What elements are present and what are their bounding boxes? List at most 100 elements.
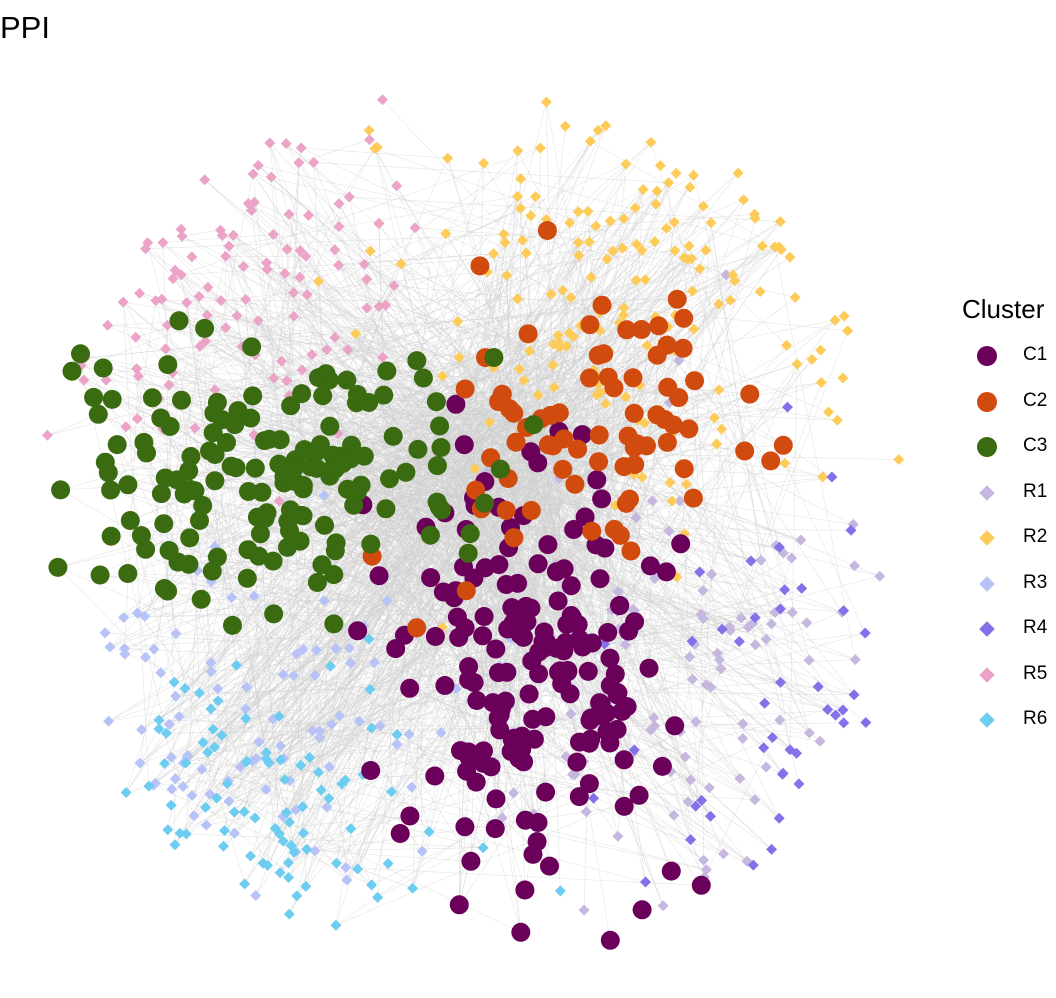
network-edge [338,226,466,397]
network-node-r2 [534,142,546,154]
network-node-c3 [93,358,113,378]
network-node-r5 [261,263,273,275]
network-node-c2 [610,525,630,545]
network-node-r4 [686,635,698,647]
network-node-r5 [373,218,385,229]
network-node-r6 [153,723,165,735]
network-node-r2 [601,253,613,265]
network-node-c3 [225,415,245,435]
network-node-r2 [436,370,448,382]
network-node-r3 [309,669,321,681]
network-edge [255,250,613,356]
network-node-c3 [151,484,171,504]
network-node-c2 [618,426,638,446]
network-node-c1 [587,470,607,490]
network-node-r1 [713,654,725,666]
network-node-r3 [250,890,262,902]
network-node-r5 [193,290,205,302]
network-node-c1 [447,607,467,627]
network-node-c3 [203,423,223,443]
network-node-c1 [560,684,580,704]
network-node-c3 [193,496,213,515]
network-node-r2 [837,372,849,384]
network-node-c3 [408,439,428,459]
network-node-r5 [294,245,306,257]
network-node-r6 [315,784,327,796]
network-node-r2 [565,292,577,303]
network-node-c1 [361,761,381,780]
network-node-r3 [314,725,326,737]
network-node-r2 [452,316,464,327]
network-edge [562,280,735,530]
network-node-c1 [474,607,494,626]
network-node-c3 [181,447,201,466]
network-edge [282,503,485,817]
network-node-r6 [200,801,211,813]
network-node-c2 [773,435,793,455]
network-node-r2 [661,222,672,234]
network-edge [534,738,590,784]
network-node-r6 [153,714,165,726]
network-node-r1 [649,573,661,584]
network-node-r2 [442,152,454,164]
network-edge [290,326,669,846]
network-edge [111,525,506,537]
network-edge [225,256,609,378]
network-edge [178,320,553,433]
network-node-c1 [496,575,516,594]
network-node-r5 [175,223,187,235]
network-edge [258,165,700,269]
legend-marker [979,575,995,592]
network-node-r2 [513,363,525,375]
legend-marker [979,530,995,546]
network-node-r6 [391,729,403,740]
network-node-r2 [515,202,526,214]
network-node-r6 [407,882,419,894]
network-node-c3 [71,344,90,364]
network-node-r5 [200,335,211,347]
network-edge [246,584,507,688]
network-node-c3 [158,355,178,375]
network-node-r1 [690,716,702,728]
network-node-r3 [321,801,333,813]
network-node-c3 [205,445,225,464]
network-node-r2 [670,167,682,179]
network-node-c1 [516,596,536,616]
network-node-r1 [749,794,761,806]
legend-key-diamond [979,666,995,683]
network-edge [325,373,511,411]
network-node-c3 [90,565,110,585]
network-edge [225,256,447,550]
network-node-r6 [257,857,269,869]
network-edge [526,467,844,711]
network-edge [153,173,254,650]
network-edge [266,523,409,753]
network-node-r2 [600,120,612,132]
network-edge [422,513,681,545]
network-node-c2 [685,371,705,391]
network-node-c3 [249,546,269,566]
network-node-c1 [534,622,554,642]
network-node-c1 [535,638,555,658]
network-node-c2 [647,405,667,425]
network-node-r2 [639,274,651,285]
network-node-c3 [376,499,396,519]
network-node-c3 [407,351,427,371]
network-node-r1 [803,654,815,666]
network-node-r5 [288,310,300,322]
network-node-c3 [84,387,104,407]
network-node-c2 [623,368,643,388]
network-edge [332,279,637,456]
network-node-r3 [309,845,321,857]
network-node-c3 [169,311,189,331]
network-edge [534,126,566,429]
network-node-r2 [669,245,681,257]
network-edge [604,547,681,732]
network-edge [135,336,540,489]
edge-layer [47,99,899,941]
network-node-r2 [738,194,750,206]
network-node-c1 [573,637,593,657]
network-node-c1 [639,658,659,678]
network-edge [190,456,651,567]
network-node-c1 [538,535,558,555]
